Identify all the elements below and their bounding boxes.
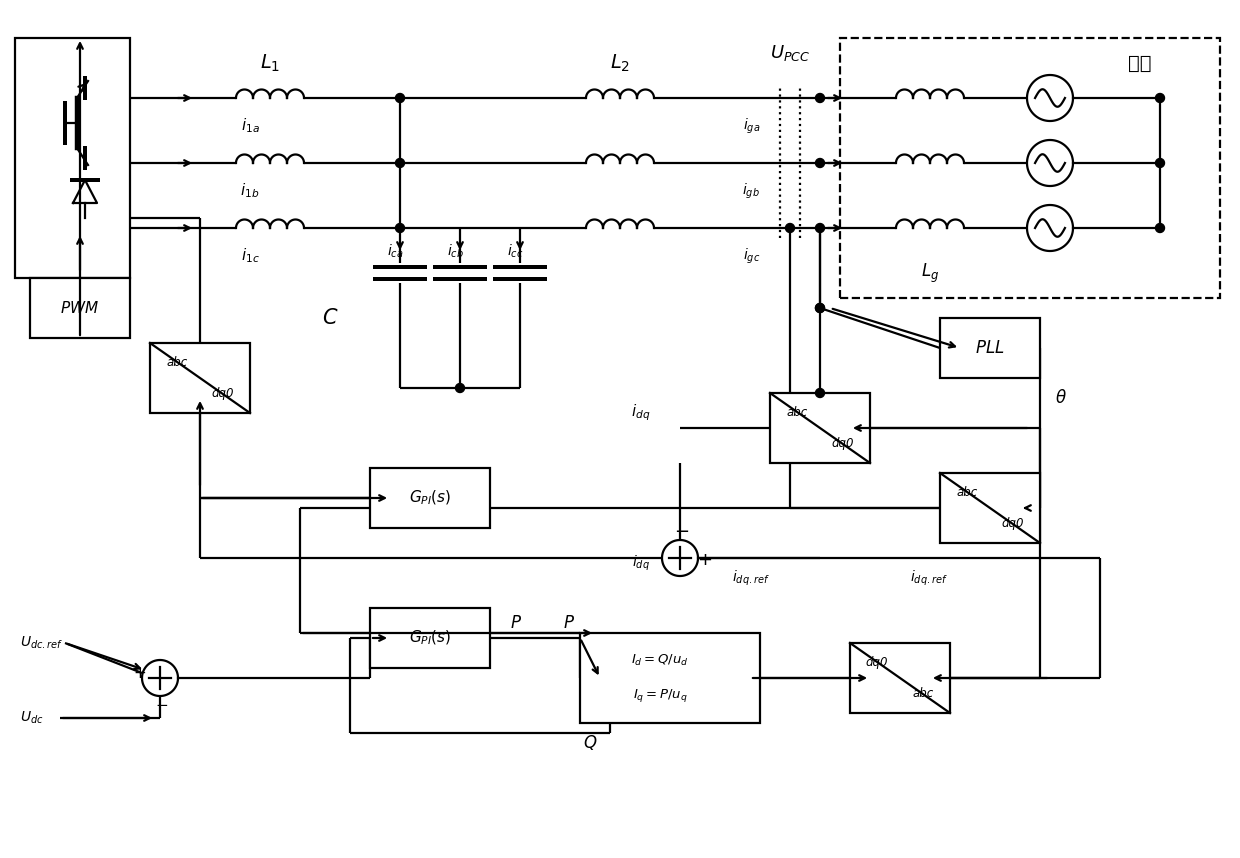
Bar bbox=[940, 318, 1040, 378]
Text: $G_{PI}(s)$: $G_{PI}(s)$ bbox=[409, 629, 451, 647]
Circle shape bbox=[816, 389, 825, 397]
Circle shape bbox=[785, 223, 795, 233]
Text: dq0: dq0 bbox=[1002, 517, 1024, 530]
Text: $+$: $+$ bbox=[697, 551, 713, 569]
Text: $I_q=P/u_q$: $I_q=P/u_q$ bbox=[632, 687, 687, 704]
Text: $G_{PI}(s)$: $G_{PI}(s)$ bbox=[409, 489, 451, 507]
Text: $i_{dq}$: $i_{dq}$ bbox=[632, 553, 650, 572]
Text: $i_{dq.ref}$: $i_{dq.ref}$ bbox=[732, 568, 770, 588]
Bar bbox=[839, 38, 1220, 298]
Text: $i_{1c}$: $i_{1c}$ bbox=[241, 246, 259, 265]
Circle shape bbox=[1156, 94, 1164, 102]
Text: $+$: $+$ bbox=[134, 666, 146, 680]
Text: $-$: $-$ bbox=[675, 521, 689, 539]
Bar bbox=[15, 38, 130, 278]
Circle shape bbox=[1156, 159, 1164, 167]
Text: $L_1$: $L_1$ bbox=[260, 52, 280, 74]
Circle shape bbox=[396, 223, 404, 233]
Text: $i_{gc}$: $i_{gc}$ bbox=[743, 246, 760, 266]
Text: dq0: dq0 bbox=[866, 656, 888, 669]
Text: $L_g$: $L_g$ bbox=[921, 262, 939, 285]
Text: $i_{1a}$: $i_{1a}$ bbox=[241, 117, 259, 136]
Circle shape bbox=[1156, 223, 1164, 233]
Text: $U_{PCC}$: $U_{PCC}$ bbox=[770, 43, 810, 63]
Circle shape bbox=[396, 94, 404, 102]
Text: $i_{1b}$: $i_{1b}$ bbox=[241, 182, 259, 201]
Circle shape bbox=[816, 94, 825, 102]
Text: $i_{cc}$: $i_{cc}$ bbox=[507, 242, 523, 260]
Text: $I_d=Q/u_d$: $I_d=Q/u_d$ bbox=[631, 652, 688, 668]
Bar bbox=[30, 278, 130, 338]
Bar bbox=[580, 633, 760, 723]
Bar bbox=[370, 468, 490, 528]
Text: dq0: dq0 bbox=[832, 437, 854, 450]
Text: 电网: 电网 bbox=[1128, 53, 1152, 72]
Text: $\theta$: $\theta$ bbox=[1055, 389, 1066, 407]
Text: abc: abc bbox=[956, 486, 977, 499]
Bar bbox=[849, 643, 950, 713]
Circle shape bbox=[396, 159, 404, 167]
Text: $U_{dc.ref}$: $U_{dc.ref}$ bbox=[20, 635, 63, 651]
Text: abc: abc bbox=[786, 406, 807, 419]
Text: $i_{ga}$: $i_{ga}$ bbox=[743, 117, 760, 136]
Text: $L_2$: $L_2$ bbox=[610, 52, 630, 74]
Bar bbox=[150, 343, 250, 413]
Bar bbox=[770, 393, 870, 463]
Text: $i_{cb}$: $i_{cb}$ bbox=[446, 242, 464, 260]
Text: $P$: $P$ bbox=[563, 614, 575, 632]
Bar bbox=[940, 473, 1040, 543]
Circle shape bbox=[816, 223, 825, 233]
Text: $i_{dq.ref}$: $i_{dq.ref}$ bbox=[910, 568, 947, 588]
Text: $C$: $C$ bbox=[321, 308, 339, 328]
Text: $i_{gb}$: $i_{gb}$ bbox=[743, 181, 760, 201]
Text: $P$: $P$ bbox=[510, 614, 522, 632]
Text: $U_{dc}$: $U_{dc}$ bbox=[20, 710, 43, 726]
Text: $i_{ca}$: $i_{ca}$ bbox=[387, 242, 403, 260]
Text: dq0: dq0 bbox=[212, 387, 234, 400]
Text: abc: abc bbox=[913, 687, 934, 700]
Circle shape bbox=[816, 159, 825, 167]
Circle shape bbox=[816, 304, 825, 312]
Text: $PWM$: $PWM$ bbox=[61, 300, 99, 316]
Circle shape bbox=[455, 384, 465, 392]
Text: $PLL$: $PLL$ bbox=[975, 339, 1004, 357]
Text: $-$: $-$ bbox=[155, 696, 169, 710]
Text: $i_{dq}$: $i_{dq}$ bbox=[631, 402, 650, 423]
Text: abc: abc bbox=[166, 356, 187, 369]
Circle shape bbox=[816, 304, 825, 312]
Text: $Q$: $Q$ bbox=[583, 734, 598, 752]
Bar bbox=[370, 608, 490, 668]
